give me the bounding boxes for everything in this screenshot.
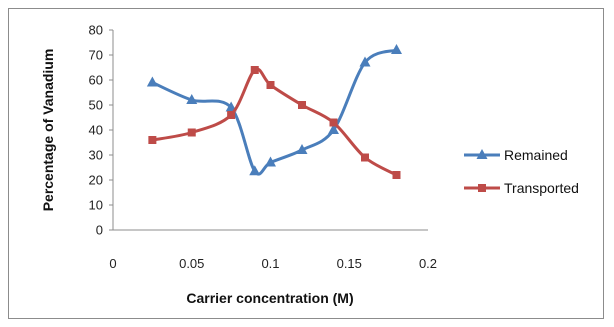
legend-marker-remained <box>476 149 488 159</box>
legend-label-remained: Remained <box>504 147 568 163</box>
data-point-transported <box>361 153 369 162</box>
data-point-transported <box>187 128 196 137</box>
series-remained <box>146 44 402 176</box>
x-tick-label: 0.2 <box>419 256 437 271</box>
y-tick-label: 0 <box>96 223 103 238</box>
legend: Remained Transported <box>464 147 579 196</box>
data-point-transported <box>298 101 306 109</box>
x-tick-label: 0.1 <box>261 256 279 271</box>
series-layer <box>146 44 402 179</box>
y-axis-ticks: 0 10 20 30 40 50 60 70 80 <box>89 23 113 238</box>
series-transported <box>148 66 401 179</box>
data-point-remained <box>265 156 276 167</box>
data-point-remained <box>296 144 308 154</box>
data-point-transported <box>148 136 157 144</box>
data-point-remained <box>186 94 198 104</box>
y-tick-label: 40 <box>89 123 103 138</box>
data-point-remained <box>249 165 261 176</box>
x-tick-label: 0.15 <box>337 256 362 271</box>
y-tick-label: 70 <box>89 48 103 63</box>
data-point-remained <box>391 44 402 54</box>
data-point-remained <box>328 124 339 134</box>
y-tick-label: 20 <box>89 173 103 188</box>
data-point-transported <box>266 81 275 89</box>
data-point-remained <box>146 76 158 87</box>
data-point-remained <box>359 56 371 67</box>
y-axis-title: Percentage of Vanadium <box>40 49 56 212</box>
y-tick-label: 30 <box>89 148 103 163</box>
x-axis-ticks: 0 0.05 0.1 0.15 0.2 <box>109 256 437 271</box>
legend-marker-transported <box>478 184 486 192</box>
x-axis-title: Carrier concentration (M) <box>186 290 353 306</box>
legend-item-remained: Remained <box>464 147 568 163</box>
data-point-transported <box>392 171 401 179</box>
data-point-transported <box>250 66 259 74</box>
data-point-transported <box>227 111 236 119</box>
y-tick-label: 10 <box>89 198 103 213</box>
y-tick-label: 50 <box>89 98 103 113</box>
data-point-transported <box>329 118 338 127</box>
legend-item-transported: Transported <box>464 180 579 196</box>
x-tick-label: 0 <box>109 256 116 271</box>
series-line-remained <box>151 48 398 176</box>
y-tick-label: 80 <box>89 23 103 38</box>
x-tick-label: 0.05 <box>179 256 204 271</box>
legend-label-transported: Transported <box>504 180 579 196</box>
chart-frame <box>8 8 604 319</box>
y-tick-label: 60 <box>89 73 103 88</box>
